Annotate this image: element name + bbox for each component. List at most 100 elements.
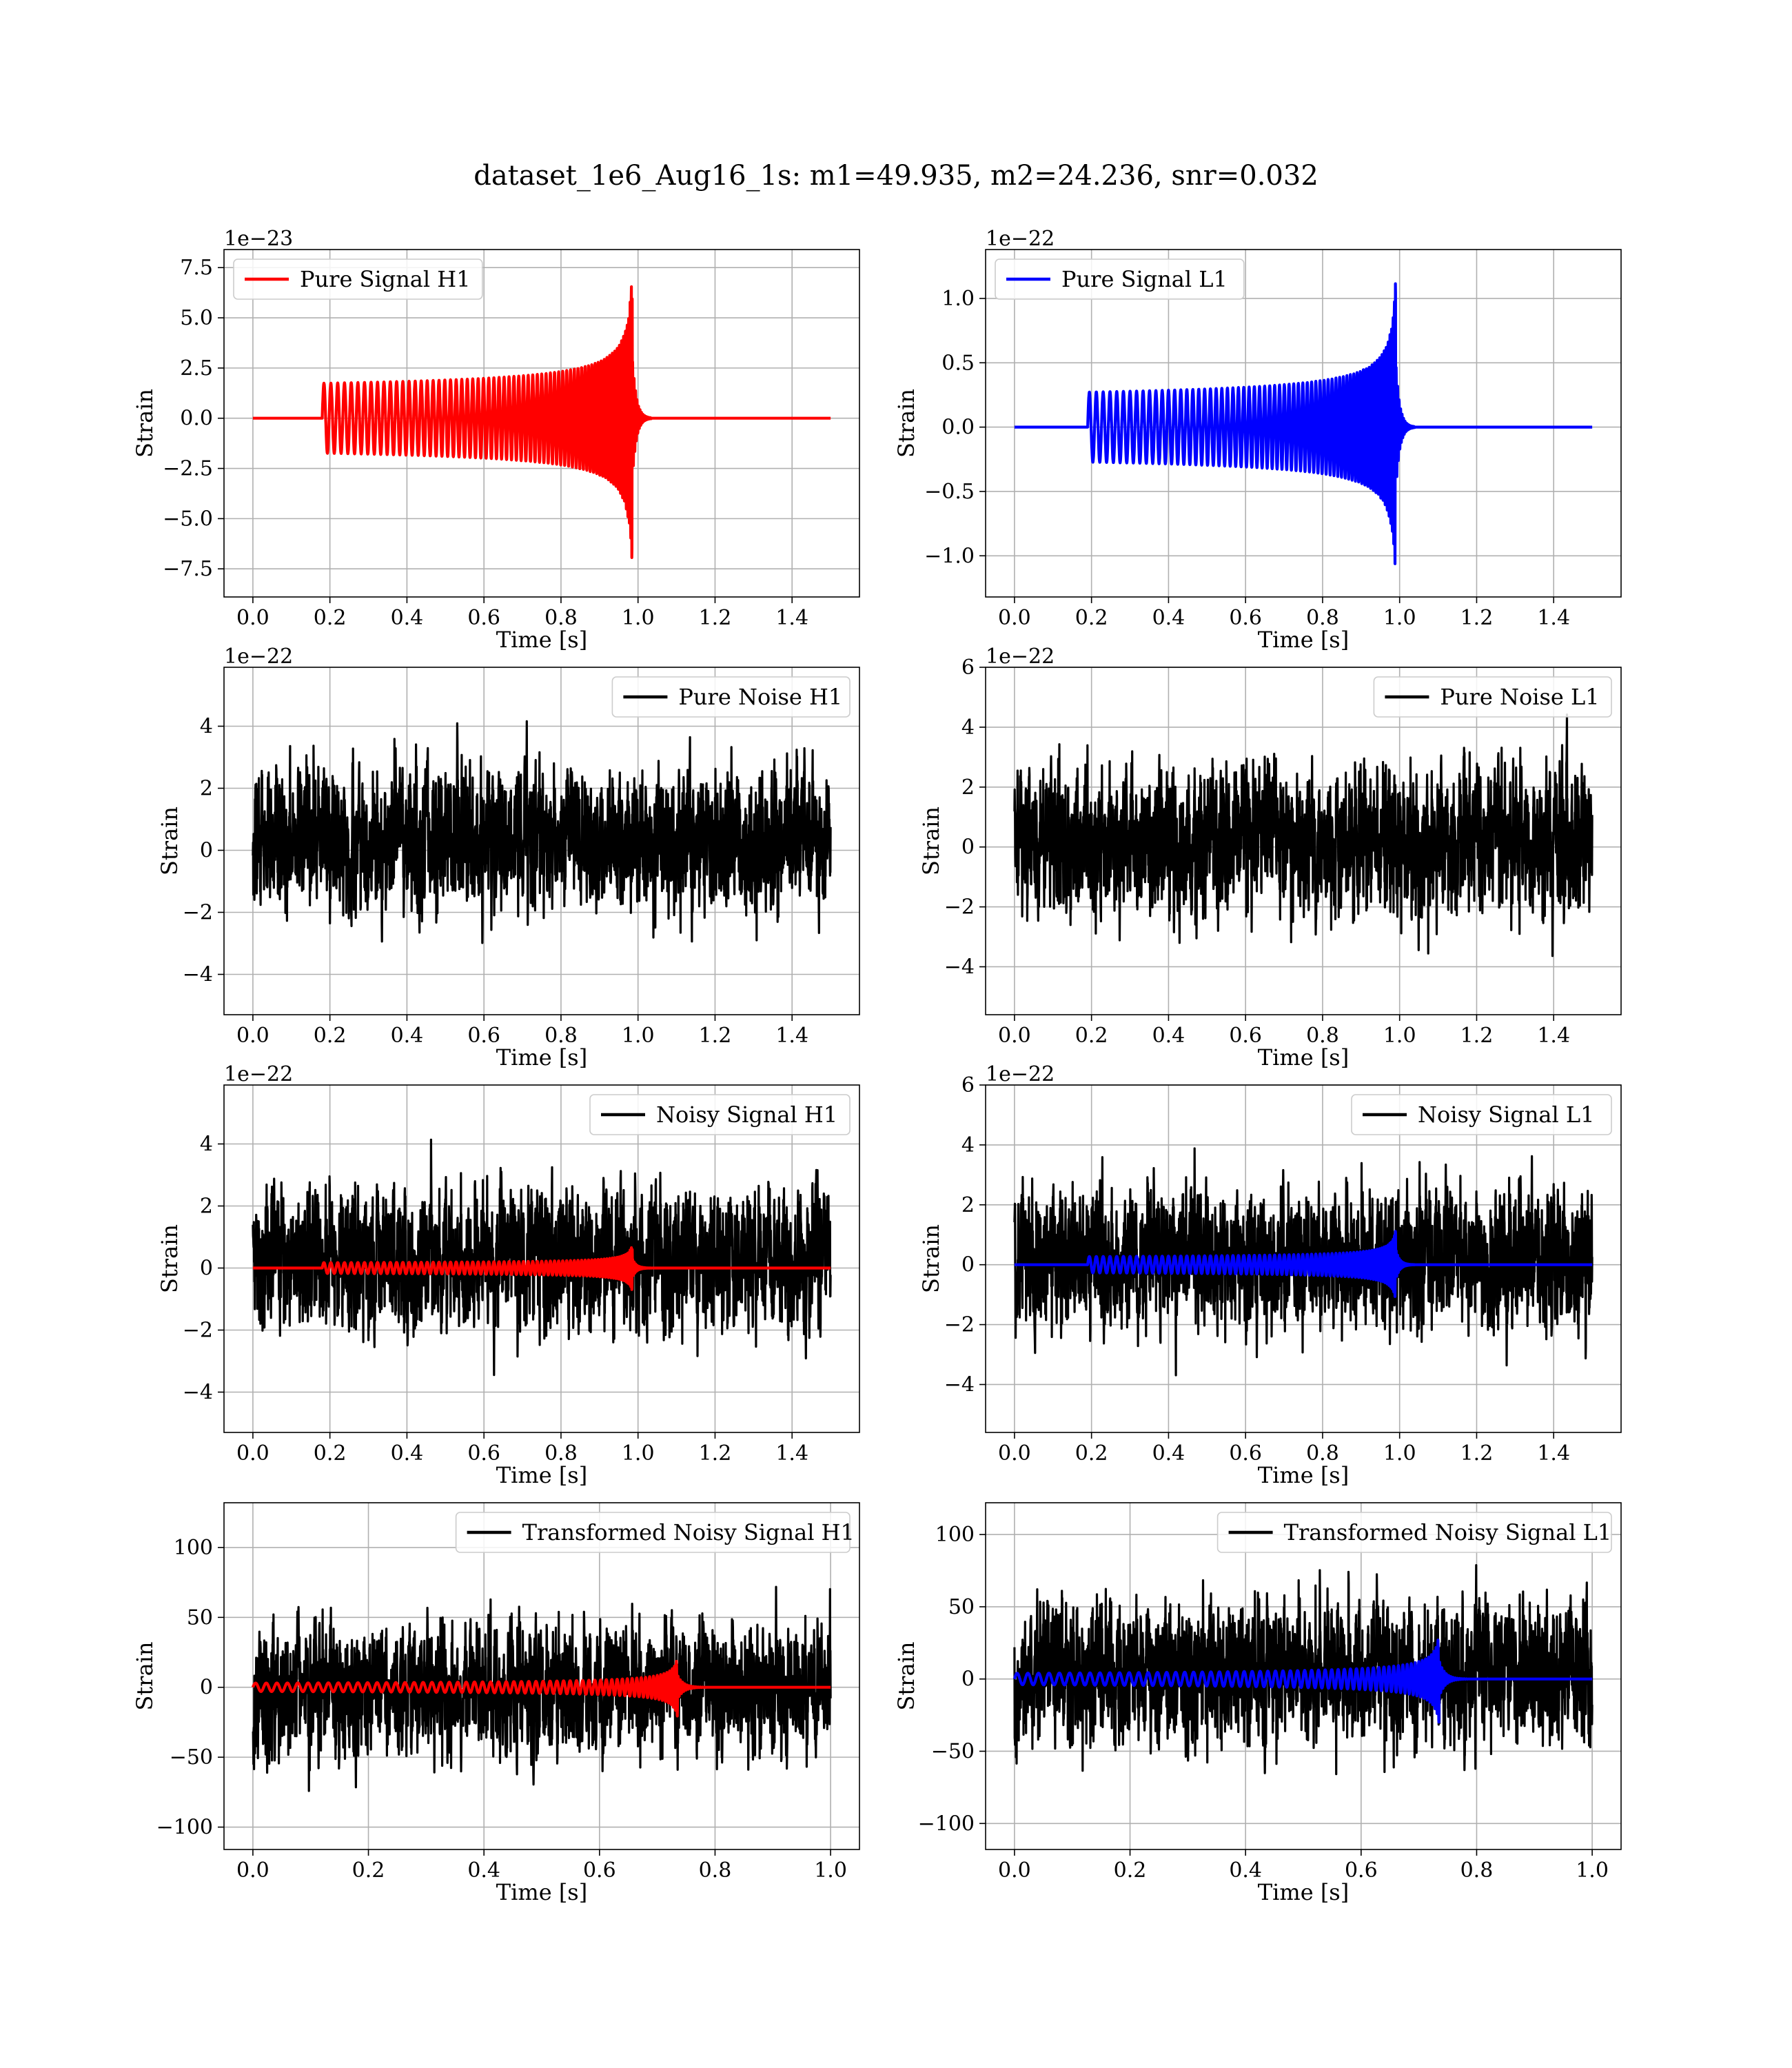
panel-pure-signal-h1: 0.0 0.2 0.4 0.6 0.8 1.0 1.2 1.4 −7.5 −5.0 −2.5 0.0 2… (132, 227, 860, 653)
x-axis-label: Time [s] (496, 1044, 587, 1071)
panel-noisy-signal-l1: 0.0 0.2 0.4 0.6 0.8 1.0 1.2 1.4 −4 −2 0 2 4 6 Time [s]… (918, 1062, 1622, 1488)
legend-box (995, 258, 1245, 300)
x-tick-label: 1.0 (622, 1024, 655, 1048)
panel-pure-noise-l1: 0.0 0.2 0.4 0.6 0.8 1.0 1.2 1.4 −4 −2 0 2 4 6 Time [s]… (918, 645, 1622, 1071)
x-tick-label: 0.0 (236, 606, 269, 630)
x-axis-label: Time [s] (1258, 1044, 1349, 1071)
axes-frame (223, 249, 860, 598)
series-group (252, 285, 832, 559)
series-group (1012, 1564, 1594, 1776)
y-tick-label: 50 (187, 1605, 213, 1630)
x-tick-label: 0.8 (1306, 606, 1339, 630)
legend: Pure Signal L1 (995, 258, 1245, 300)
y-tick-label: −4 (183, 1381, 213, 1405)
legend-label: Transformed Noisy Signal H1 (522, 1519, 855, 1545)
x-tick-label: 0.6 (1229, 1024, 1262, 1048)
y-axis-label: Strain (132, 389, 158, 458)
series-line-transformed-noisy-signal-h1 (252, 1585, 832, 1792)
x-tick-label: 0.4 (1229, 1858, 1262, 1883)
x-tick-label: 0.8 (544, 606, 578, 630)
series-group (1013, 713, 1594, 957)
x-tick-label: 0.8 (544, 1024, 578, 1048)
y-axis-label: Strain (893, 389, 919, 458)
legend: Noisy Signal H1 (589, 1094, 851, 1135)
x-tick-label: 0.4 (1152, 1441, 1185, 1466)
x-tick-label: 0.2 (314, 1441, 347, 1466)
y-tick-label: −4 (944, 955, 975, 979)
x-tick-label: 1.0 (622, 606, 655, 630)
y-tick-label: 6 (961, 656, 975, 680)
series-line-transformed-noisy-signal-l1 (1013, 1564, 1594, 1776)
axis-offset-text: 1e−23 (224, 227, 293, 251)
y-tick-label: 0 (200, 1257, 213, 1281)
y-tick-label: 0 (961, 835, 975, 860)
legend: Noisy Signal L1 (1351, 1094, 1612, 1135)
x-tick-label: 1.2 (1460, 1024, 1494, 1048)
y-tick-label: 4 (200, 1133, 213, 1157)
x-tick-label: 0.2 (314, 606, 347, 630)
x-axis-label: Time [s] (496, 627, 587, 653)
y-tick-label: −2 (944, 895, 975, 920)
axes-frame (223, 1502, 860, 1850)
x-tick-label: 0.6 (467, 606, 500, 630)
legend: Pure Noise L1 (1373, 676, 1612, 718)
y-tick-label: −50 (931, 1739, 975, 1763)
series-line-chirp-overlay (252, 1246, 832, 1291)
y-tick-label: 2.5 (180, 356, 213, 381)
legend: Pure Noise H1 (611, 676, 851, 718)
x-tick-label: 1.4 (775, 1441, 808, 1466)
series-group (1013, 1147, 1594, 1377)
x-axis-label: Time [s] (496, 1462, 587, 1488)
x-tick-label: 0.2 (1114, 1858, 1147, 1883)
series-line-pure-noise-h1 (252, 720, 832, 944)
y-tick-label: 100 (935, 1523, 975, 1547)
y-tick-label: 4 (961, 716, 975, 740)
y-tick-label: 4 (961, 1133, 975, 1157)
x-tick-label: 0.0 (236, 1024, 269, 1048)
x-tick-label: 0.6 (583, 1858, 616, 1883)
y-axis-label: Strain (156, 807, 183, 875)
legend: Transformed Noisy Signal L1 (1216, 1512, 1612, 1553)
x-tick-label: 1.4 (1537, 1024, 1570, 1048)
y-tick-label: −100 (918, 1812, 975, 1836)
panel-pure-signal-l1: 0.0 0.2 0.4 0.6 0.8 1.0 1.2 1.4 −1.0 −0.5 0.0 0.5 1.… (893, 227, 1622, 653)
axis-offset-text: 1e−22 (224, 645, 293, 669)
legend-box (589, 1094, 851, 1135)
x-tick-label: 0.0 (998, 1858, 1031, 1883)
panels: 0.0 0.2 0.4 0.6 0.8 1.0 1.2 1.4 −7.5 −5.0 −2.5 0.0 2… (132, 227, 1622, 1905)
x-tick-label: 0.0 (998, 1024, 1031, 1048)
x-tick-label: 0.0 (236, 1441, 269, 1466)
x-tick-label: 0.6 (467, 1024, 500, 1048)
x-tick-label: 0.4 (1152, 1024, 1185, 1048)
x-tick-label: 1.2 (1460, 606, 1494, 630)
x-tick-label: 1.0 (1383, 1024, 1416, 1048)
y-tick-label: −0.5 (924, 480, 975, 504)
axes-frame (985, 1502, 1622, 1850)
x-tick-label: 0.8 (1460, 1858, 1494, 1883)
x-tick-label: 0.2 (1075, 606, 1108, 630)
y-tick-label: −7.5 (163, 557, 213, 581)
legend-label: Pure Noise H1 (678, 684, 842, 710)
y-tick-label: 4 (200, 715, 213, 739)
x-tick-label: 0.0 (998, 1441, 1031, 1466)
axes-frame (985, 667, 1622, 1015)
x-tick-label: 1.0 (1576, 1858, 1609, 1883)
legend-label: Pure Signal H1 (300, 266, 471, 292)
y-tick-label: 2 (961, 776, 975, 800)
x-tick-label: 1.2 (699, 1441, 732, 1466)
series-line-pure-signal-l1 (1013, 282, 1594, 565)
legend-label: Pure Signal L1 (1061, 266, 1228, 292)
legend-label: Noisy Signal H1 (656, 1102, 837, 1128)
legend-box (1216, 1512, 1612, 1553)
x-tick-label: 0.6 (1229, 1441, 1262, 1466)
legend-box (233, 258, 483, 300)
panel-pure-noise-h1: 0.0 0.2 0.4 0.6 0.8 1.0 1.2 1.4 −4 −2 0 2 4 Time [s] S… (156, 645, 860, 1071)
x-tick-label: 0.2 (352, 1858, 385, 1883)
y-axis-label: Strain (918, 1224, 944, 1293)
axis-offset-text: 1e−22 (986, 227, 1055, 251)
y-tick-label: 0 (961, 1667, 975, 1692)
series-line-chirp-overlay (1013, 1230, 1594, 1298)
x-tick-label: 0.4 (391, 1441, 424, 1466)
